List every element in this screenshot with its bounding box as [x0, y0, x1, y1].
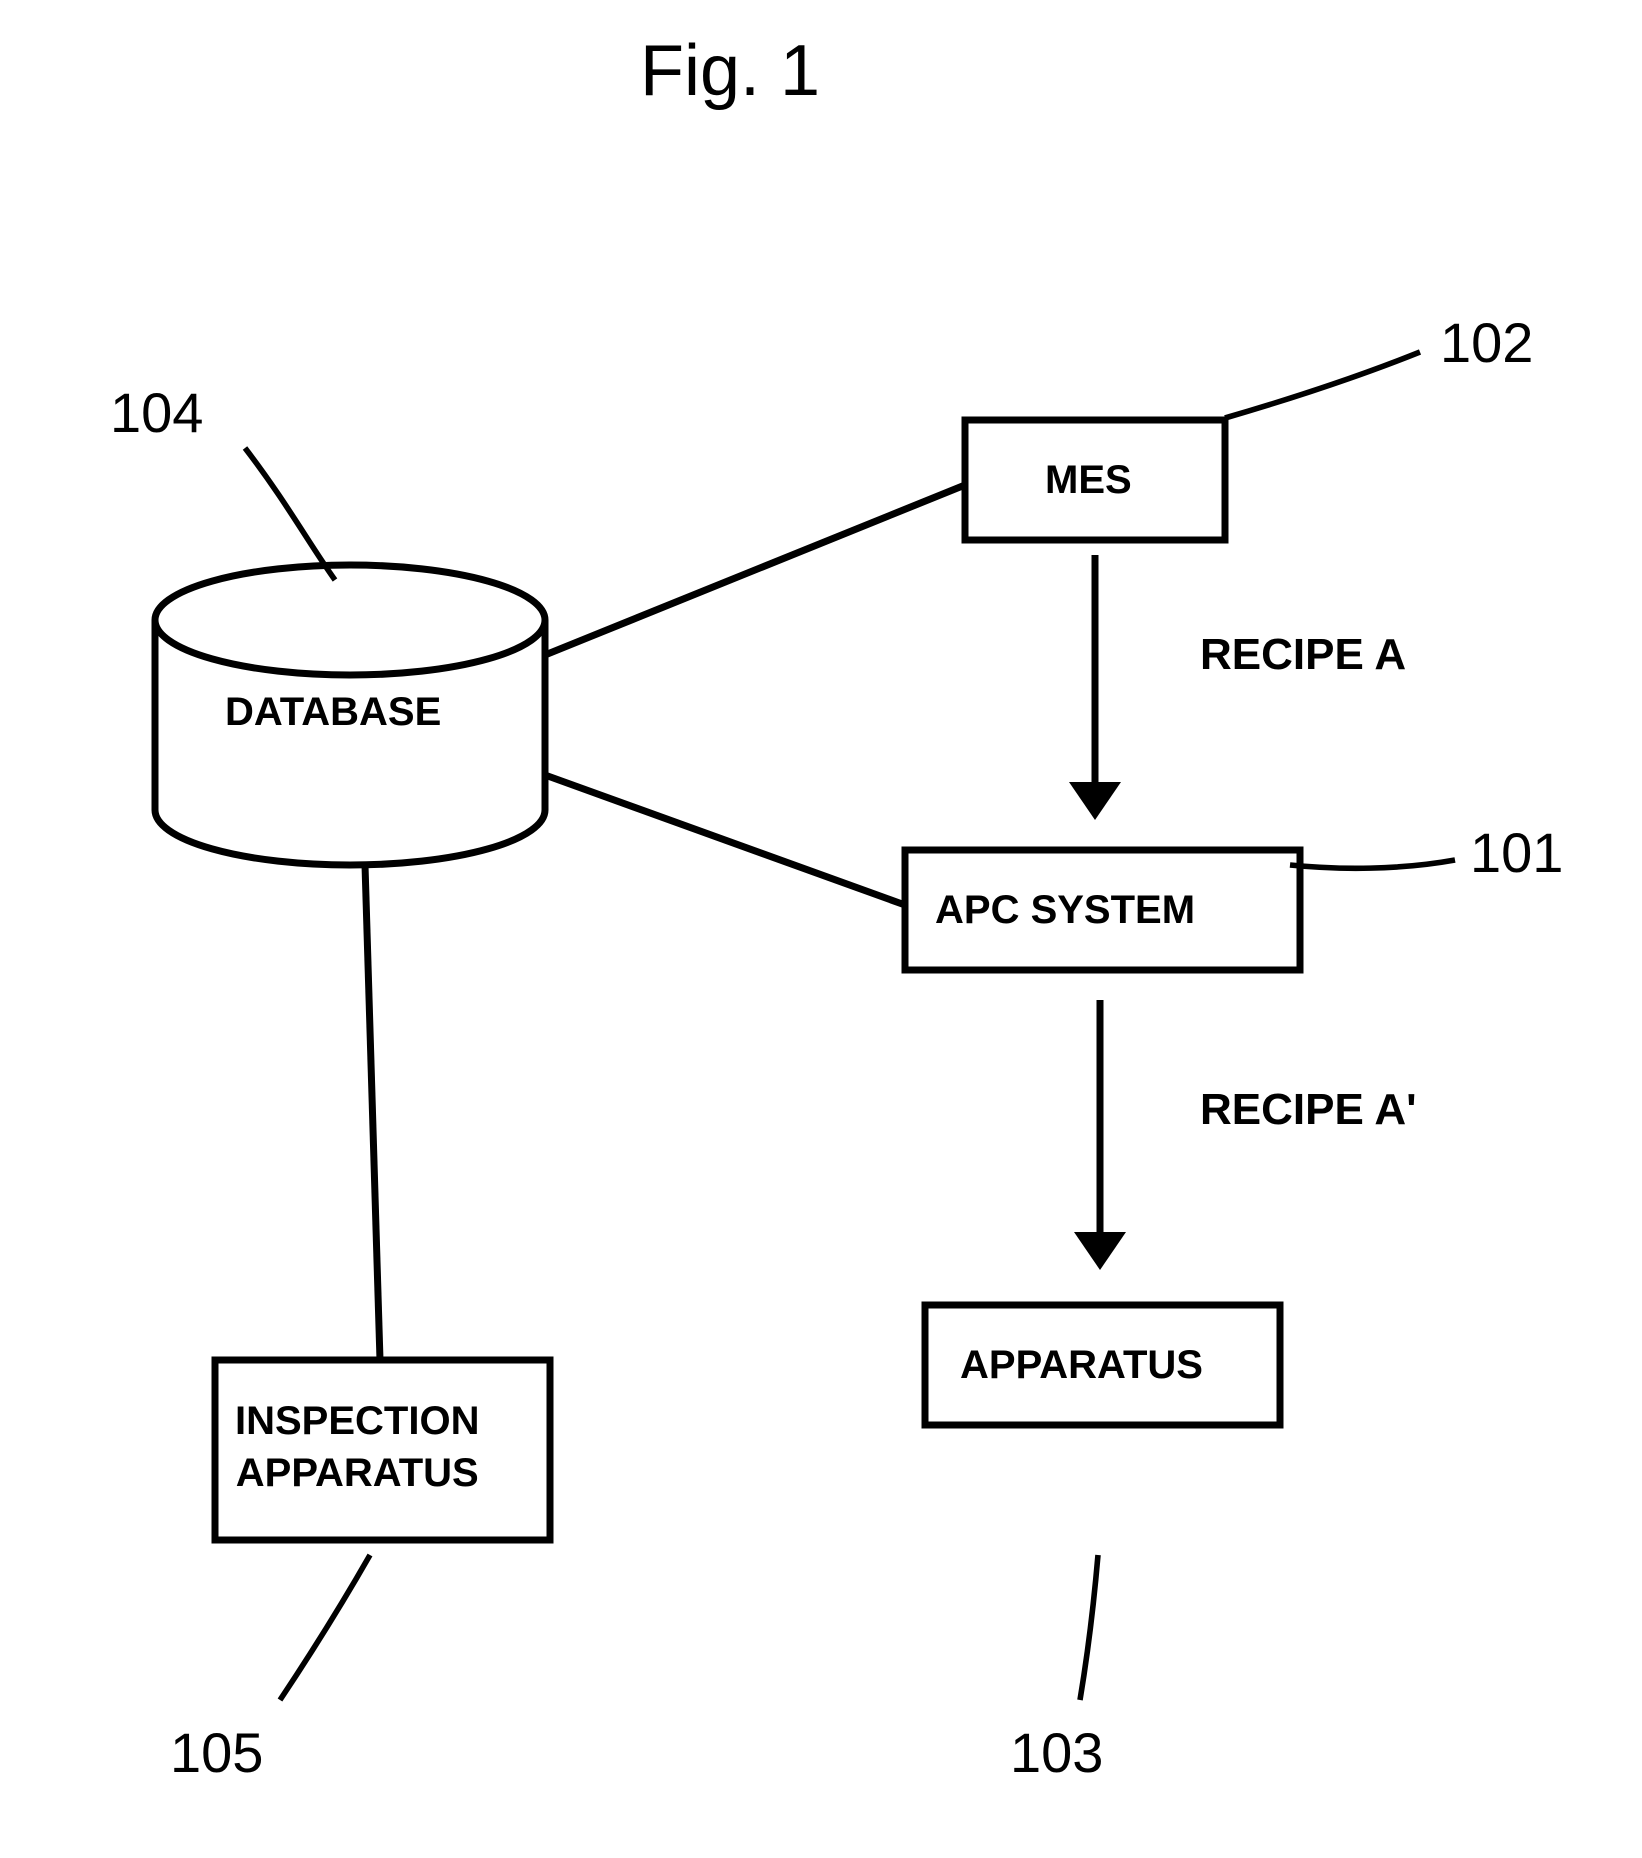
leader-102 [1225, 352, 1420, 418]
edge-db-to-apc [545, 775, 905, 905]
ref-104: 104 [110, 380, 203, 445]
apc-label: APC SYSTEM [935, 888, 1195, 933]
ref-103: 103 [1010, 1720, 1103, 1785]
recipe-a-label: RECIPE A [1200, 630, 1406, 680]
figure-title: Fig. 1 [640, 30, 820, 112]
leader-104 [245, 448, 335, 580]
apparatus-label: APPARATUS [960, 1343, 1203, 1388]
ref-101: 101 [1470, 820, 1563, 885]
leader-103 [1080, 1555, 1098, 1700]
arrowhead-apc-to-apparatus [1074, 1232, 1126, 1270]
mes-label: MES [1045, 458, 1132, 503]
leader-101 [1290, 860, 1455, 868]
database-bottom [155, 810, 545, 865]
edge-db-to-inspection [365, 865, 380, 1360]
inspection-label: INSPECTION APPARATUS [235, 1395, 479, 1499]
diagram-canvas [0, 0, 1642, 1858]
arrowhead-mes-to-apc [1069, 782, 1121, 820]
recipe-a-prime-label: RECIPE A' [1200, 1085, 1417, 1135]
database-label: DATABASE [225, 690, 441, 735]
ref-102: 102 [1440, 310, 1533, 375]
edge-db-to-mes [545, 485, 965, 655]
ref-105: 105 [170, 1720, 263, 1785]
leader-105 [280, 1555, 370, 1700]
database-top [155, 565, 545, 675]
